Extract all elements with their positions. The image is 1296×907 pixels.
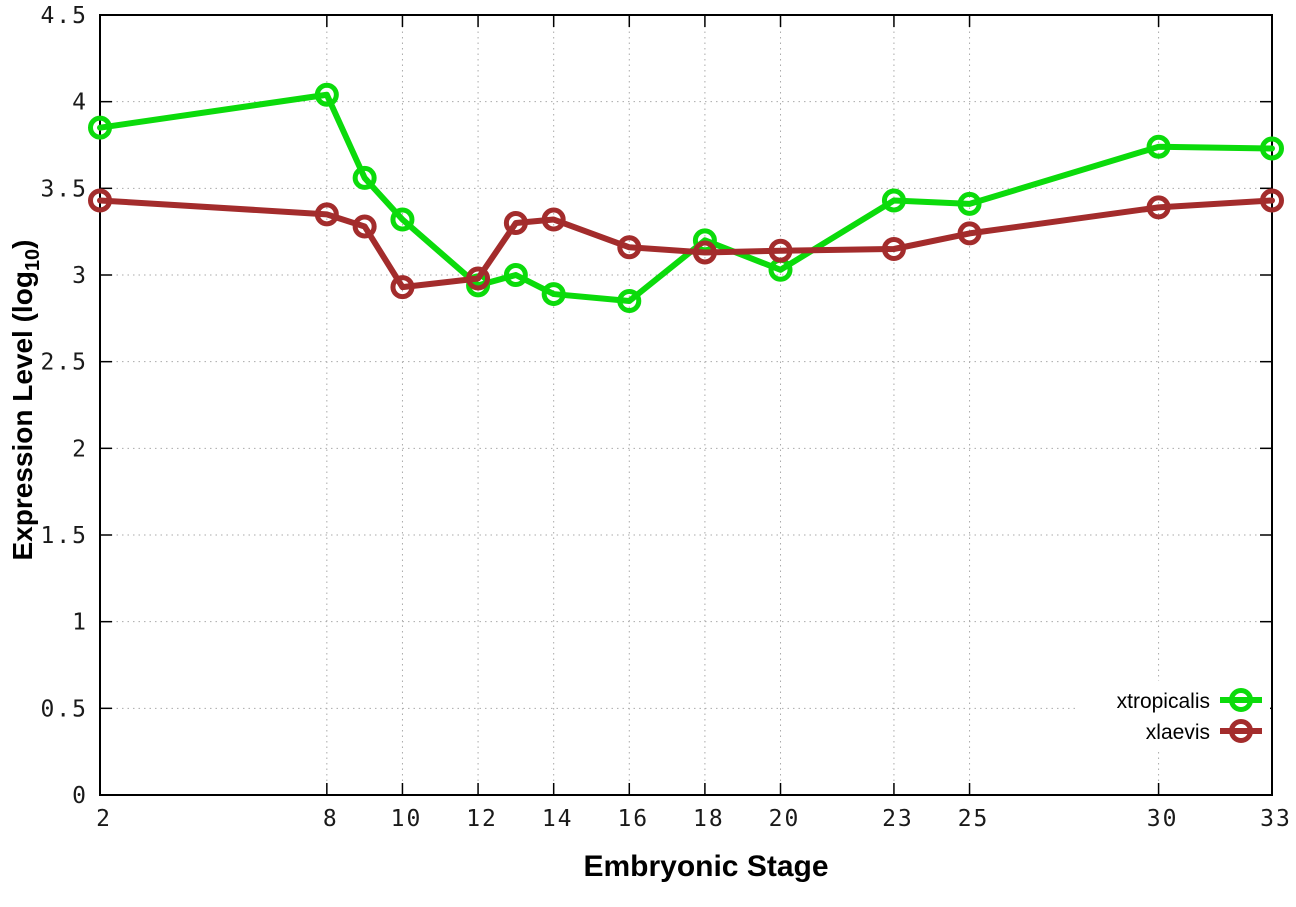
- y-tick-label: 0.5: [40, 696, 88, 722]
- y-tick-label: 4.5: [40, 3, 88, 29]
- data-point-xtropicalis: [541, 282, 566, 307]
- data-point-xtropicalis: [957, 191, 982, 216]
- x-tick-label: 14: [542, 806, 574, 832]
- data-point-xlaevis: [314, 202, 339, 227]
- legend: xtropicalis xlaevis: [1076, 681, 1270, 749]
- x-tick-label: 33: [1260, 806, 1292, 832]
- x-tick-label: 16: [617, 806, 649, 832]
- data-point-xtropicalis: [1146, 134, 1171, 159]
- data-point-xlaevis: [541, 207, 566, 232]
- y-tick-label: 0: [72, 783, 88, 809]
- plot-border: [99, 14, 1273, 796]
- x-tick-label: 23: [882, 806, 914, 832]
- data-point-xlaevis: [466, 266, 491, 291]
- x-tick-label: 30: [1147, 806, 1179, 832]
- data-point-xlaevis: [390, 275, 415, 300]
- data-point-xlaevis: [1146, 195, 1171, 220]
- data-point-xlaevis: [1260, 188, 1284, 213]
- data-point-xlaevis: [88, 188, 112, 213]
- x-tick-label: 2: [96, 806, 112, 832]
- y-tick-label: 1.5: [40, 523, 88, 549]
- legend-item-xtropicalis: xtropicalis: [1117, 688, 1262, 713]
- data-point-xtropicalis: [1260, 136, 1284, 161]
- x-tick-label: 18: [693, 806, 725, 832]
- data-point-xlaevis: [692, 240, 717, 265]
- data-point-xlaevis: [768, 238, 793, 263]
- legend-marker-sample: [1229, 719, 1253, 743]
- series-line-xtropicalis: [97, 91, 1275, 304]
- legend-item-xlaevis: xlaevis: [1146, 719, 1262, 744]
- axes: [99, 14, 1273, 796]
- legend-label: xtropicalis: [1117, 690, 1210, 713]
- data-point-xlaevis: [881, 237, 906, 261]
- data-point-xlaevis: [503, 211, 528, 235]
- x-tick-label: 25: [958, 806, 990, 832]
- data-point-xtropicalis: [881, 188, 906, 213]
- x-tick-label: 10: [391, 806, 423, 832]
- data-point-xtropicalis: [617, 289, 642, 313]
- y-tick-label: 3.5: [40, 176, 88, 202]
- x-tick-label: 12: [466, 806, 498, 832]
- y-tick-label: 4: [72, 90, 88, 116]
- grid-lines: [100, 15, 1272, 795]
- data-point-xtropicalis: [314, 82, 339, 107]
- data-point-xtropicalis: [88, 115, 112, 140]
- legend-marker-sample: [1229, 688, 1253, 712]
- data-point-xtropicalis: [352, 165, 377, 190]
- x-tick-label: 20: [769, 806, 801, 832]
- x-axis-label: Embryonic Stage: [583, 850, 828, 883]
- y-axis-label: Expression Level (log10): [7, 240, 44, 561]
- y-tick-label: 1: [72, 610, 88, 636]
- data-point-xlaevis: [617, 235, 642, 260]
- series-xtropicalis: [88, 82, 1284, 313]
- tick-labels: 2 8 10 12 14 16 18 20 23 25 30 33 0 0.5 1 1.5 2 2.5 3 3.5 4 4…: [40, 3, 1292, 832]
- series-xlaevis: [88, 188, 1284, 300]
- y-tick-label: 2: [72, 436, 88, 462]
- data-point-xlaevis: [957, 221, 982, 246]
- data-point-xlaevis: [352, 214, 377, 239]
- y-tick-label: 3: [72, 263, 88, 289]
- data-point-xtropicalis: [390, 207, 415, 232]
- data-point-xtropicalis: [503, 263, 528, 287]
- x-tick-label: 8: [323, 806, 339, 832]
- y-tick-label: 2.5: [40, 350, 88, 376]
- series-line-xlaevis: [97, 197, 1275, 291]
- legend-label: xlaevis: [1146, 721, 1210, 744]
